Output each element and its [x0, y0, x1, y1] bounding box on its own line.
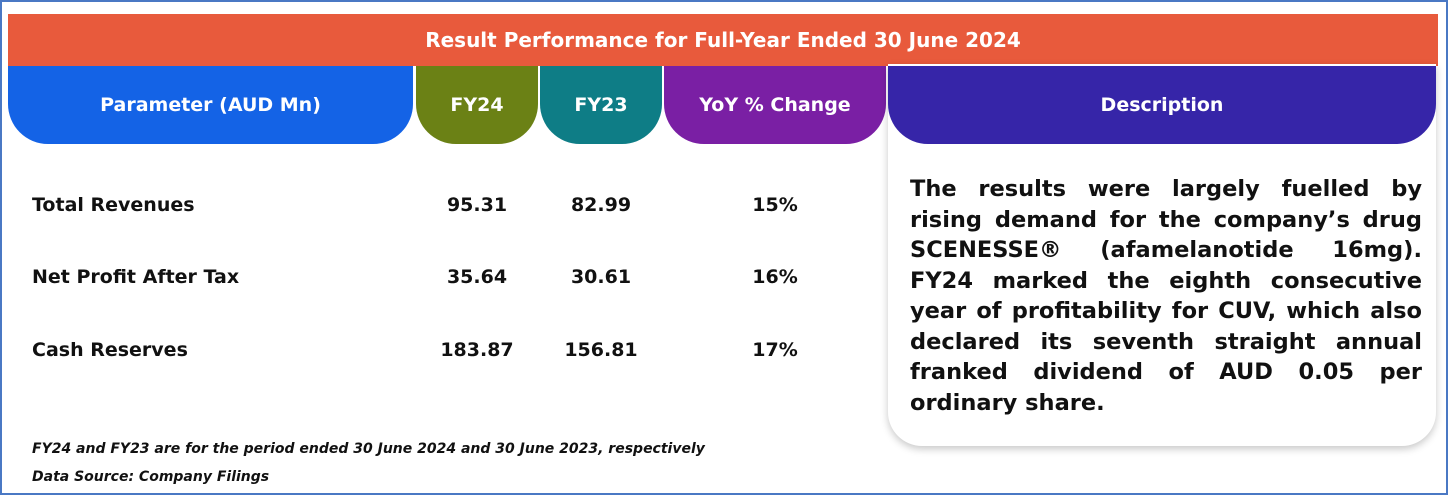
row-label: Total Revenues [32, 194, 195, 216]
row-fy24-value: 95.31 [446, 194, 508, 216]
row-fy23-value: 82.99 [570, 194, 632, 216]
header-parameter: Parameter (AUD Mn) [8, 66, 413, 144]
row-label: Net Profit After Tax [32, 266, 240, 288]
data-source-note: Data Source: Company Filings [32, 469, 270, 485]
header-description: Description [888, 66, 1436, 144]
table-row: Total Revenues 95.31 82.99 15% [2, 185, 886, 225]
row-fy24-value: 35.64 [446, 266, 508, 288]
footnotes: FY24 and FY23 are for the period ended 3… [32, 435, 705, 491]
header-fy23: FY23 [540, 66, 662, 144]
header-fy24: FY24 [416, 66, 538, 144]
row-yoy-value: 17% [752, 339, 798, 361]
row-fy24-value: 183.87 [440, 339, 514, 361]
table-row: Cash Reserves 183.87 156.81 17% [2, 330, 886, 370]
page-title: Result Performance for Full-Year Ended 3… [8, 14, 1438, 66]
row-fy23-value: 30.61 [570, 266, 632, 288]
period-note: FY24 and FY23 are for the period ended 3… [32, 441, 705, 457]
row-fy23-value: 156.81 [564, 339, 638, 361]
row-yoy-value: 15% [752, 194, 798, 216]
description-card: Description The results were largely fue… [888, 64, 1436, 446]
header-yoy-change: YoY % Change [664, 66, 886, 144]
row-label: Cash Reserves [32, 339, 188, 361]
description-text: The results were largely fuelled by risi… [910, 176, 1422, 416]
table-row: Net Profit After Tax 35.64 30.61 16% [2, 257, 886, 297]
row-yoy-value: 16% [752, 266, 798, 288]
